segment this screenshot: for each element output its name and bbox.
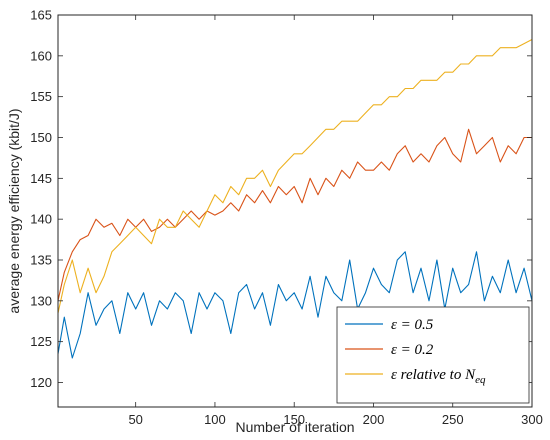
x-tick-label: 100 bbox=[204, 412, 226, 427]
legend-box bbox=[336, 306, 530, 404]
legend-label-series-2-main: ε relative to N bbox=[391, 367, 476, 383]
y-tick-label: 140 bbox=[30, 212, 52, 227]
y-tick-label: 150 bbox=[30, 130, 52, 145]
axes-frame bbox=[57, 14, 533, 408]
y-axis: 120 125 130 135 140 145 150 155 160 165 bbox=[30, 8, 532, 390]
x-tick-label: 150 bbox=[283, 412, 305, 427]
legend: ε = 0.5 ε = 0.2 ε relative to Neq bbox=[336, 306, 530, 404]
legend-label-series-2: ε relative to Neq bbox=[391, 367, 486, 386]
y-tick-label: 160 bbox=[30, 48, 52, 63]
y-tick-label: 165 bbox=[30, 8, 52, 23]
x-tick-label: 300 bbox=[521, 412, 543, 427]
y-tick-label: 125 bbox=[30, 334, 52, 349]
y-tick-label: 145 bbox=[30, 171, 52, 186]
y-axis-label: average energy efficiency (kbit/J) bbox=[6, 108, 22, 313]
y-tick-label: 120 bbox=[30, 375, 52, 390]
plot-area bbox=[57, 39, 533, 359]
y-tick-label: 130 bbox=[30, 293, 52, 308]
x-tick-label: 250 bbox=[442, 412, 464, 427]
y-tick-label: 135 bbox=[30, 253, 52, 268]
series-line-0 bbox=[57, 251, 533, 359]
series-line-2 bbox=[57, 39, 533, 314]
legend-label-series-2-subscript: eq bbox=[475, 374, 486, 386]
x-axis-label: Number of iteration bbox=[235, 419, 354, 435]
legend-label-series-0: ε = 0.5 bbox=[391, 317, 434, 333]
x-tick-label: 200 bbox=[363, 412, 385, 427]
y-tick-label: 155 bbox=[30, 89, 52, 104]
legend-label-series-1: ε = 0.2 bbox=[391, 342, 434, 358]
x-tick-label: 50 bbox=[128, 412, 142, 427]
